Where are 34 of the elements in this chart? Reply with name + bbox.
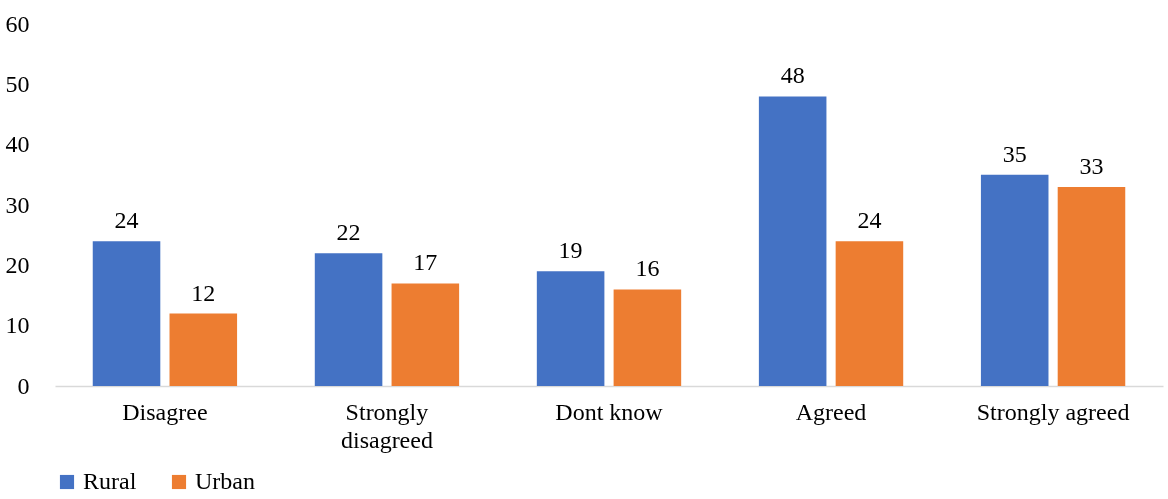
bar	[1057, 186, 1126, 386]
bar	[314, 253, 383, 386]
data-label: 19	[558, 237, 583, 264]
data-label: 22	[336, 219, 361, 246]
y-tick-label: 0	[17, 372, 30, 399]
bar	[169, 313, 238, 386]
y-tick-label: 60	[5, 10, 30, 37]
y-tick-label: 50	[5, 70, 30, 97]
x-tick-label: Dont know	[555, 398, 664, 425]
data-label: 24	[114, 207, 139, 234]
y-tick-label: 20	[5, 251, 30, 278]
bar	[536, 271, 605, 386]
x-tick-label: Strongly disagreed	[340, 398, 433, 453]
legend-label: Rural	[83, 468, 137, 494]
x-tick-label: Agreed	[795, 398, 867, 425]
bar	[758, 96, 827, 386]
bar	[391, 283, 460, 386]
data-label: 17	[413, 249, 438, 276]
data-label: 35	[1002, 140, 1027, 167]
x-tick-label: Strongly agreed	[976, 398, 1130, 425]
bar	[980, 174, 1049, 386]
data-label: 12	[191, 279, 216, 306]
bar	[835, 241, 904, 386]
data-label: 16	[635, 255, 660, 282]
x-tick-label: Disagree	[122, 398, 208, 425]
y-tick-label: 30	[5, 191, 30, 218]
bar	[613, 289, 682, 386]
bar	[92, 241, 161, 386]
data-label: 24	[857, 207, 882, 234]
data-label: 48	[780, 62, 805, 89]
y-tick-label: 40	[5, 131, 30, 158]
legend-label: Urban	[195, 468, 255, 494]
data-label: 33	[1079, 152, 1104, 179]
y-tick-label: 10	[5, 312, 30, 339]
